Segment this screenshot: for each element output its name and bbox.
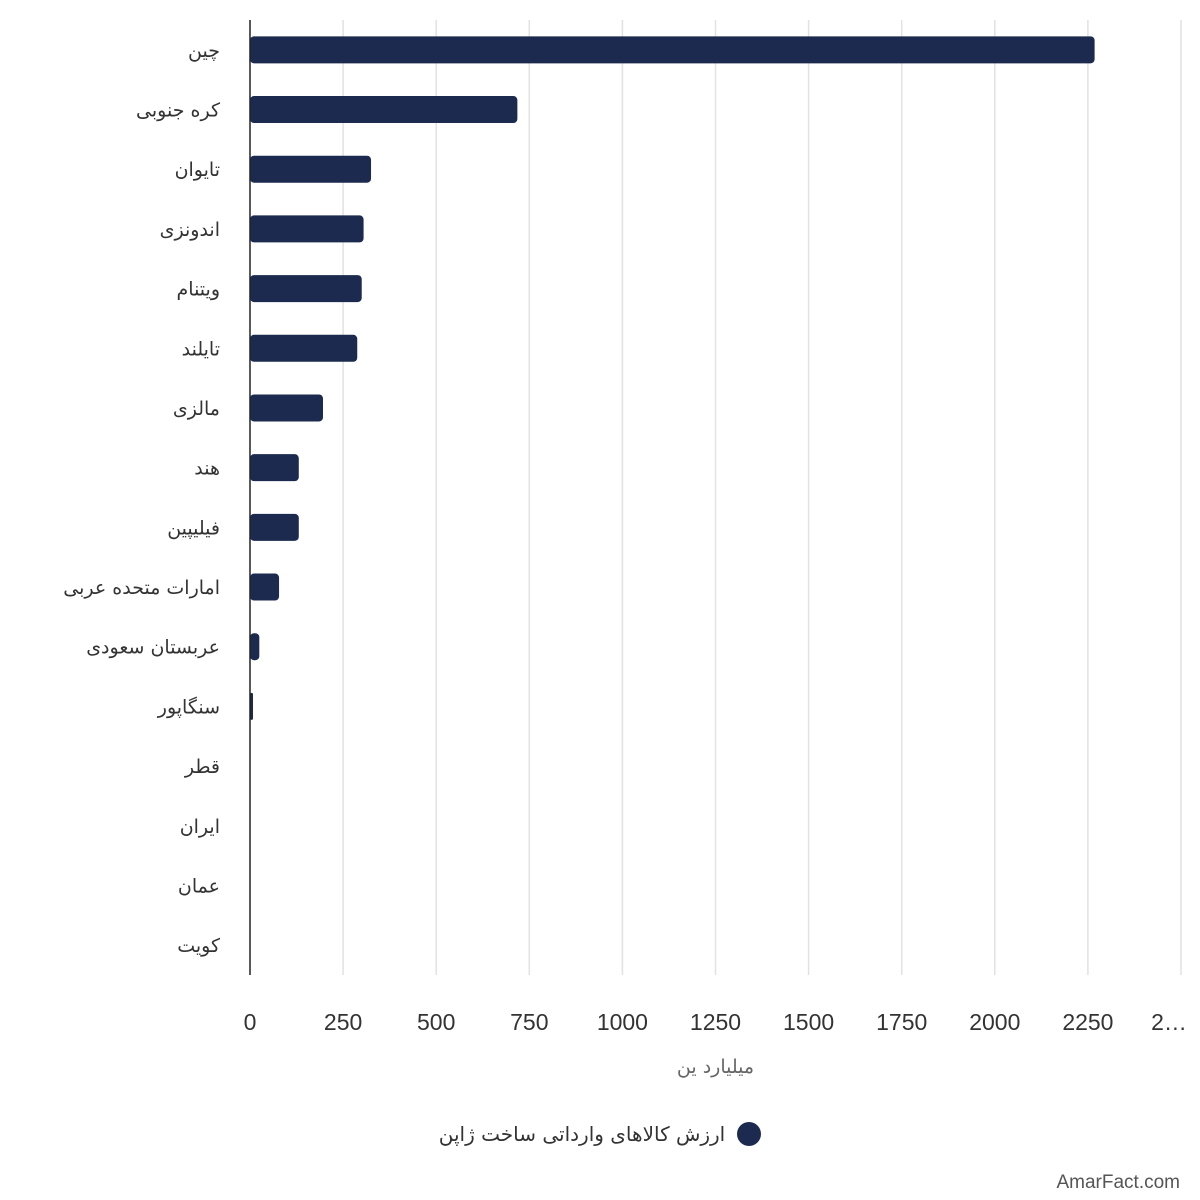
x-tick-label: 0	[244, 1009, 257, 1035]
tick-labels: 0 250 500 750 1000 1250 1500 1750 2000 2250 2…	[244, 1009, 1187, 1035]
watermark: AmarFact.com	[1056, 1172, 1180, 1193]
x-tick-label: 1000	[597, 1009, 648, 1035]
category-label: فیلیپین	[167, 517, 220, 539]
x-tick-label: 250	[324, 1009, 362, 1035]
bar[interactable]	[250, 155, 372, 183]
category-label: قطر	[184, 756, 220, 778]
x-tick-label: 1750	[876, 1009, 927, 1035]
bar[interactable]	[250, 215, 364, 243]
category-label: عربستان سعودی	[86, 637, 220, 659]
bar[interactable]	[250, 513, 299, 541]
bars	[250, 36, 1095, 720]
bar-chart: چین کره جنوبی تایوان اندونزی ویتنام تایلند مال…	[63, 20, 1187, 1078]
category-label: چین	[188, 40, 220, 62]
category-label: امارات متحده عربی	[63, 577, 220, 599]
bar[interactable]	[250, 36, 1095, 64]
bar[interactable]	[250, 334, 358, 362]
x-tick-label: 1500	[783, 1009, 834, 1035]
x-axis-title: میلیارد ین	[677, 1056, 754, 1078]
legend-item[interactable]: ارزش کالاهای وارداتی ساخت ژاپن	[438, 1122, 762, 1146]
x-tick-label: 2000	[969, 1009, 1020, 1035]
category-label: هند	[194, 458, 220, 480]
x-tick-label: 750	[510, 1009, 548, 1035]
category-label: عمان	[178, 875, 220, 897]
category-label: سنگاپور	[157, 695, 220, 718]
bar[interactable]	[250, 96, 518, 124]
category-label: کره جنوبی	[136, 100, 221, 122]
bar[interactable]	[250, 275, 362, 303]
x-tick-label: 2250	[1062, 1009, 1113, 1035]
category-label: ایران	[180, 816, 220, 838]
legend-label: ارزش کالاهای وارداتی ساخت ژاپن	[438, 1122, 726, 1146]
gridlines	[342, 20, 1182, 975]
category-label: کویت	[177, 935, 221, 957]
bar[interactable]	[250, 573, 280, 601]
category-label: تایوان	[175, 159, 220, 181]
bar[interactable]	[250, 454, 299, 482]
x-tick-label: 2…	[1151, 1009, 1187, 1035]
bar[interactable]	[250, 633, 260, 661]
category-label: اندونزی	[160, 219, 220, 241]
category-labels: چین کره جنوبی تایوان اندونزی ویتنام تایلند مال…	[63, 40, 221, 957]
legend: ارزش کالاهای وارداتی ساخت ژاپن	[0, 1122, 1200, 1146]
x-tick-label: 500	[417, 1009, 455, 1035]
x-tick-label: 1250	[690, 1009, 741, 1035]
category-label: ویتنام	[177, 279, 220, 301]
category-label: مالزی	[173, 398, 220, 420]
category-label: تایلند	[182, 338, 220, 360]
bar[interactable]	[250, 394, 323, 422]
legend-dot-icon	[737, 1122, 762, 1146]
